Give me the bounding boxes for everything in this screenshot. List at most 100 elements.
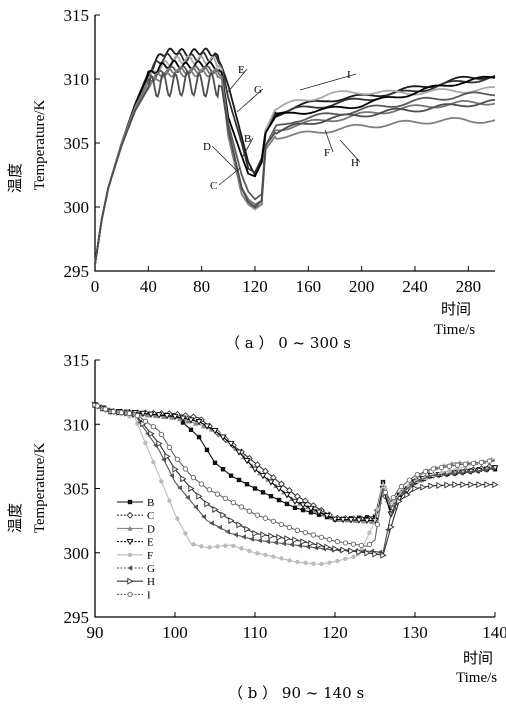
marker-D xyxy=(161,414,167,419)
marker-I xyxy=(230,499,237,506)
marker-F xyxy=(167,498,172,503)
marker-I xyxy=(326,536,333,543)
b-xtick-label: 120 xyxy=(322,623,348,642)
series-label-F: F xyxy=(324,147,330,159)
marker-I xyxy=(382,489,389,496)
marker-G xyxy=(417,477,422,483)
series-line-B xyxy=(94,59,496,265)
marker-F xyxy=(319,561,324,567)
marker-I xyxy=(342,540,349,546)
y-axis-label-cn-b: 温度 xyxy=(6,503,24,533)
marker-D xyxy=(145,412,151,418)
marker-H xyxy=(332,545,339,553)
marker-H xyxy=(356,548,363,556)
marker-I xyxy=(222,495,229,502)
marker-I xyxy=(486,458,493,464)
marker-I xyxy=(246,508,253,514)
marker-H xyxy=(396,497,403,505)
b-xtick-label: 110 xyxy=(243,623,268,642)
marker-G xyxy=(281,540,286,547)
marker-E xyxy=(323,513,331,520)
marker-E xyxy=(211,428,219,435)
marker-I xyxy=(142,418,149,424)
marker-G xyxy=(457,469,462,476)
a-ytick-label: 305 xyxy=(64,134,90,153)
marker-E xyxy=(267,479,275,486)
a-xtick-label: 40 xyxy=(140,277,157,296)
marker-B xyxy=(308,510,314,515)
marker-B xyxy=(228,473,234,478)
marker-H xyxy=(172,465,179,473)
marker-E xyxy=(347,517,355,524)
marker-F xyxy=(367,530,372,535)
marker-H xyxy=(444,481,451,489)
marker-legend-G xyxy=(127,565,133,571)
marker-I xyxy=(422,468,429,475)
marker-G xyxy=(425,474,430,480)
marker-B xyxy=(292,505,298,510)
marker-G xyxy=(433,472,438,478)
marker-H xyxy=(468,481,475,489)
marker-B xyxy=(252,486,258,491)
marker-G xyxy=(169,472,174,479)
marker-H xyxy=(364,549,371,557)
marker-I xyxy=(334,538,341,545)
marker-B xyxy=(188,427,194,433)
marker-B xyxy=(300,507,306,513)
marker-F xyxy=(183,531,188,536)
marker-F xyxy=(327,560,332,565)
marker-G xyxy=(225,529,230,535)
plot-area-a xyxy=(94,15,495,272)
marker-I xyxy=(438,464,445,471)
marker-H xyxy=(220,511,227,519)
marker-I xyxy=(166,444,173,451)
marker-E xyxy=(251,466,259,473)
marker-G xyxy=(177,485,182,491)
marker-I xyxy=(358,542,365,549)
marker-G xyxy=(273,539,278,546)
y-axis-label-cn-a: 温度 xyxy=(6,163,24,193)
marker-E xyxy=(331,516,339,523)
marker-F xyxy=(151,459,156,465)
marker-I xyxy=(254,512,261,518)
marker-H xyxy=(156,440,163,447)
chart-panel-b: 295 300 305 310 315 90 100 110 120 130 140 BCDEFG… xyxy=(6,351,506,702)
marker-E xyxy=(339,516,347,524)
marker-B xyxy=(204,447,210,453)
marker-G xyxy=(185,494,190,501)
marker-I xyxy=(102,406,109,412)
marker-H xyxy=(164,452,171,460)
marker-D xyxy=(153,413,159,419)
leader-line-F xyxy=(324,129,334,153)
marker-H xyxy=(212,506,219,513)
marker-I xyxy=(278,521,285,528)
a-xtick-label: 0 xyxy=(91,277,100,296)
series-I xyxy=(94,403,496,549)
marker-legend-E xyxy=(126,538,134,546)
marker-E xyxy=(195,419,203,426)
marker-F xyxy=(199,544,204,549)
leader-line-I xyxy=(299,73,357,91)
marker-F xyxy=(255,551,260,556)
marker-H xyxy=(324,543,331,551)
marker-H xyxy=(188,485,195,492)
y-axis-label-b: Temperature/K xyxy=(32,443,48,534)
marker-I xyxy=(286,524,293,531)
marker-B xyxy=(284,501,290,507)
marker-I xyxy=(158,431,165,438)
marker-G xyxy=(193,504,198,510)
marker-B xyxy=(236,477,242,483)
x-axis-ticks-a: 0 40 80 120 160 200 240 280 xyxy=(91,266,481,296)
marker-H xyxy=(436,482,443,489)
marker-F xyxy=(303,560,308,566)
marker-G xyxy=(265,538,270,545)
marker-E xyxy=(187,417,195,424)
marker-H xyxy=(428,482,435,490)
series-H xyxy=(92,401,499,559)
marker-E xyxy=(355,517,363,524)
legend-label-G: G xyxy=(147,563,155,575)
marker-E xyxy=(363,517,371,525)
marker-H xyxy=(348,547,355,555)
marker-F xyxy=(247,548,252,554)
